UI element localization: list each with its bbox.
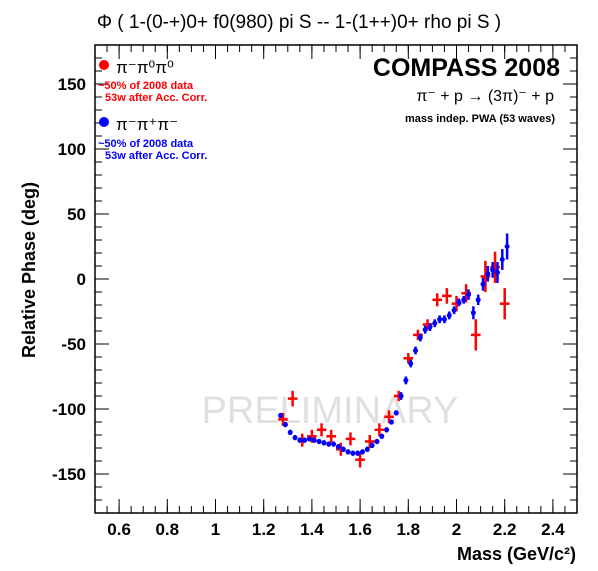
data-point (403, 377, 409, 383)
data-point (432, 320, 438, 326)
x-tick-label: 0.6 (107, 520, 131, 539)
legend-label-charged: π⁻π⁺π⁻ (116, 115, 178, 134)
data-point (321, 440, 327, 446)
x-tick-label: 2 (452, 520, 461, 539)
legend-label-neutral: π⁻π⁰π⁰ (116, 58, 174, 77)
data-point (422, 327, 428, 333)
x-tick-label: 1.2 (252, 520, 276, 539)
data-point (417, 335, 423, 340)
y-tick-label: 50 (67, 205, 86, 224)
data-point (302, 437, 308, 443)
data-point (311, 437, 317, 443)
legend-note-neutral-1: ~50% of 2008 data (98, 80, 194, 92)
data-point (278, 413, 284, 418)
chart-title: Φ ( 1-(0-+)0+ f0(980) pi S -- 1-(1++)0+ … (97, 12, 501, 33)
data-point (326, 441, 332, 447)
x-tick-label: 1.8 (396, 520, 420, 539)
axes: 0.6 0.8 1 1.2 1.4 1.6 1.8 2 2.2 2.4 150 100 50 0 -50 -1… (52, 44, 578, 539)
y-tick-label: 150 (58, 75, 86, 94)
reaction-label: π⁻ + p → (3π)⁻ + p (416, 88, 554, 105)
data-layer (278, 233, 510, 468)
data-point (384, 427, 390, 433)
data-point (350, 450, 356, 456)
data-point (490, 267, 496, 273)
data-point (451, 307, 457, 313)
x-tick-label: 1 (211, 520, 220, 539)
data-point (470, 310, 476, 316)
data-point (393, 410, 399, 416)
x-tick-label: 1.4 (300, 520, 324, 539)
data-point (441, 316, 447, 322)
data-point (345, 449, 351, 455)
x-tick-label: 0.8 (155, 520, 179, 539)
y-tick-label: 0 (77, 270, 86, 289)
y-tick-label: -100 (52, 400, 86, 419)
y-tick-label: 100 (58, 140, 86, 159)
legend-marker-charged (99, 117, 109, 127)
data-point (504, 244, 510, 249)
data-point (499, 257, 505, 262)
legend: π⁻π⁰π⁰ ~50% of 2008 data 53w after Acc. … (98, 58, 207, 162)
data-point (446, 312, 452, 318)
data-point (282, 422, 288, 428)
data-point (461, 297, 467, 303)
y-axis-label: Relative Phase (deg) (19, 182, 39, 358)
data-point (475, 297, 481, 303)
y-tick-label: -50 (61, 335, 86, 354)
x-tick-label: 2.2 (493, 520, 517, 539)
data-point (331, 441, 337, 447)
data-point (369, 442, 375, 448)
series-1 (278, 233, 510, 456)
legend-note-charged-2: 53w after Acc. Corr. (105, 150, 207, 162)
data-point (413, 348, 419, 353)
data-point (408, 361, 414, 366)
legend-note-neutral-2: 53w after Acc. Corr. (105, 92, 207, 104)
data-point (456, 299, 462, 305)
experiment-label: COMPASS 2008 (373, 54, 560, 82)
x-axis-label: Mass (GeV/c²) (457, 544, 576, 564)
data-point (306, 436, 312, 442)
data-point (437, 316, 443, 322)
data-point (466, 292, 472, 298)
data-point (494, 270, 500, 275)
data-point (485, 271, 491, 277)
data-point (379, 433, 385, 439)
data-point (297, 437, 303, 443)
x-tick-label: 1.6 (348, 520, 372, 539)
data-point (427, 324, 433, 330)
y-tick-label: -150 (52, 465, 86, 484)
data-point (355, 450, 361, 456)
method-label: mass indep. PWA (53 waves) (405, 113, 555, 125)
data-point (340, 446, 346, 452)
watermark: PRELIMINARY (202, 390, 459, 432)
data-point (398, 393, 404, 399)
data-point (374, 439, 380, 444)
legend-note-charged-1: ~50% of 2008 data (98, 138, 194, 150)
data-point (335, 444, 341, 450)
data-point (360, 449, 366, 455)
data-point (364, 446, 370, 452)
data-point (388, 419, 394, 425)
data-point (287, 429, 293, 435)
data-point (480, 281, 486, 287)
data-point (292, 435, 298, 441)
legend-marker-neutral (99, 60, 109, 70)
data-point (316, 439, 322, 444)
x-tick-label: 2.4 (541, 520, 565, 539)
